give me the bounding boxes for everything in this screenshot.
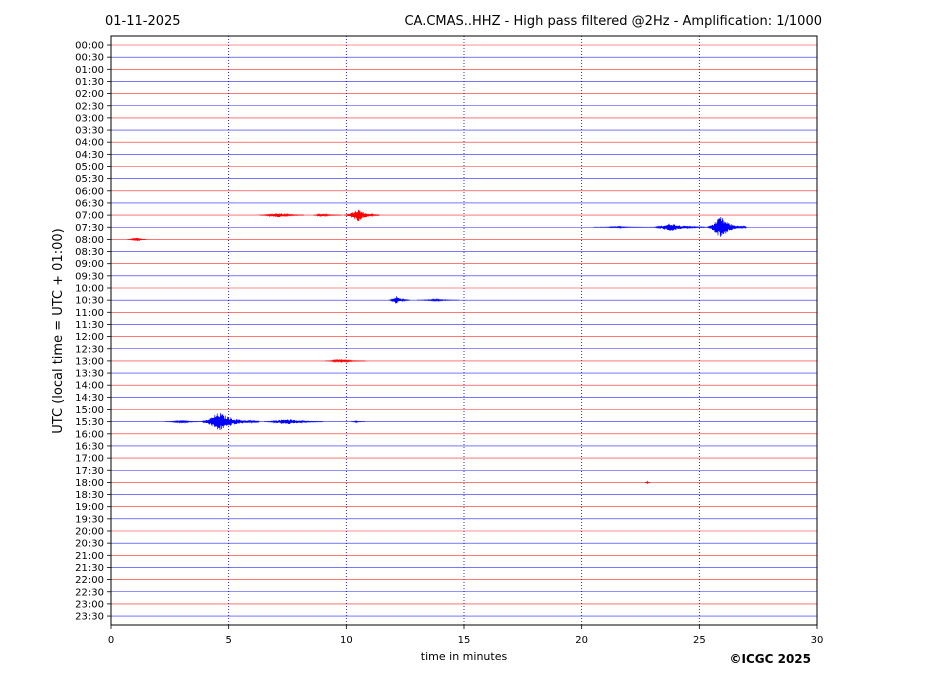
y-tick-label: 06:30 <box>75 198 104 209</box>
y-tick-label: 07:00 <box>75 211 104 222</box>
y-tick-label: 03:00 <box>75 113 104 124</box>
seismic-event-0730 <box>593 225 653 229</box>
seismic-event-1530 <box>165 419 201 424</box>
y-tick-label: 22:00 <box>75 575 104 586</box>
y-tick-label: 14:00 <box>75 381 104 392</box>
x-tick-label: 25 <box>693 635 706 646</box>
y-tick-label: 16:30 <box>75 441 104 452</box>
seismic-events <box>127 209 747 485</box>
seismic-event-0700 <box>343 209 380 222</box>
y-tick-label: 05:00 <box>75 162 104 173</box>
y-tick-label: 11:30 <box>75 320 104 331</box>
y-tick-label: 00:30 <box>75 53 104 64</box>
y-tick-label: 01:00 <box>75 65 104 76</box>
y-tick-label: 02:00 <box>75 89 104 100</box>
y-tick-label: 14:30 <box>75 393 104 404</box>
trace-baselines <box>111 44 817 617</box>
y-tick-label: 02:30 <box>75 101 104 112</box>
x-axis-ticks: 0 5 10 15 20 25 30 <box>108 625 824 646</box>
y-tick-label: 22:30 <box>75 587 104 598</box>
y-tick-label: 21:00 <box>75 551 104 562</box>
y-tick-label: 19:30 <box>75 514 104 525</box>
y-tick-label: 09:30 <box>75 271 104 282</box>
vertical-gridlines <box>228 36 700 625</box>
x-tick-label: 10 <box>340 635 353 646</box>
y-tick-label: 04:00 <box>75 138 104 149</box>
y-tick-label: 15:30 <box>75 417 104 428</box>
chart-date: 01-11-2025 <box>105 14 181 29</box>
y-tick-label: 08:30 <box>75 247 104 258</box>
y-tick-label: 13:30 <box>75 369 104 380</box>
x-tick-label: 5 <box>225 635 231 646</box>
y-tick-label: 18:30 <box>75 490 104 501</box>
y-tick-label: 15:00 <box>75 405 104 416</box>
y-tick-label: 23:30 <box>75 612 104 623</box>
y-tick-label: 09:00 <box>75 259 104 270</box>
y-tick-label: 16:00 <box>75 429 104 440</box>
y-tick-label: 10:30 <box>75 296 104 307</box>
y-tick-label: 13:00 <box>75 356 104 367</box>
x-tick-label: 0 <box>108 635 114 646</box>
y-tick-label: 12:00 <box>75 332 104 343</box>
seismic-event-0730 <box>706 217 747 237</box>
y-tick-label: 17:30 <box>75 466 104 477</box>
seismic-event-1800 <box>645 480 650 485</box>
y-tick-label: 05:30 <box>75 174 104 185</box>
y-tick-label: 17:00 <box>75 454 104 465</box>
x-tick-label: 20 <box>575 635 588 646</box>
y-tick-label: 18:00 <box>75 478 104 489</box>
copyright-text: ©ICGC 2025 <box>729 652 811 666</box>
y-tick-label: 19:00 <box>75 502 104 513</box>
chart-title: CA.CMAS..HHZ - High pass filtered @2Hz -… <box>404 14 822 29</box>
seismic-event-0730 <box>652 223 707 231</box>
x-axis-label: time in minutes <box>421 650 508 663</box>
y-tick-label: 07:30 <box>75 223 104 234</box>
seismic-event-1530 <box>263 419 323 425</box>
y-tick-label: 20:00 <box>75 527 104 538</box>
y-axis-label: UTC (local time = UTC + 01:00) <box>51 228 66 433</box>
seismic-event-1030 <box>388 296 411 304</box>
seismic-event-0800 <box>127 237 147 242</box>
y-tick-label: 06:00 <box>75 186 104 197</box>
y-tick-label: 12:30 <box>75 344 104 355</box>
x-tick-label: 30 <box>811 635 824 646</box>
y-tick-label: 23:00 <box>75 599 104 610</box>
seismic-event-1530 <box>200 413 260 431</box>
y-tick-label: 10:00 <box>75 284 104 295</box>
x-tick-label: 15 <box>458 635 471 646</box>
plot-area <box>110 35 818 626</box>
y-tick-label: 21:30 <box>75 563 104 574</box>
y-tick-label: 20:30 <box>75 539 104 550</box>
y-tick-label: 11:00 <box>75 308 104 319</box>
y-tick-label: 03:30 <box>75 126 104 137</box>
y-tick-label: 00:00 <box>75 41 104 52</box>
y-tick-label: 08:00 <box>75 235 104 246</box>
seismic-event-1300 <box>325 358 366 363</box>
y-tick-label: 01:30 <box>75 77 104 88</box>
seismic-event-0700 <box>313 212 342 218</box>
seismic-event-1530 <box>351 420 366 424</box>
seismic-event-0700 <box>259 212 305 218</box>
y-tick-label: 04:30 <box>75 150 104 161</box>
seismic-event-1030 <box>416 298 460 302</box>
